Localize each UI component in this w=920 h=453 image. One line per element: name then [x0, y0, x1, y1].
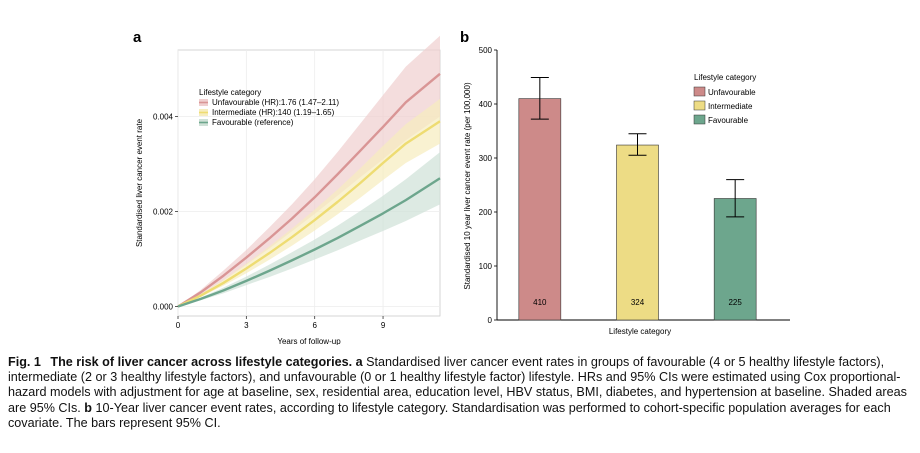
y-tick-label: 0.000 [153, 303, 174, 312]
line-series-2 [177, 177, 441, 308]
plot-a-legend: Lifestyle category Unfavourable (HR):1.7… [199, 88, 339, 127]
ci-band-series-1 [178, 98, 440, 307]
y-tick-label: 0 [488, 316, 493, 325]
x-tick-label: 6 [312, 321, 317, 330]
figure: a b 0 3 6 9 0.000 0.002 0.004 Years of follow-… [133, 29, 790, 345]
plot-a-legend-title: Lifestyle category [199, 88, 261, 97]
bar-unfavourable [518, 98, 562, 321]
caption-a-text: Standardised liver cancer event rates in… [8, 355, 907, 415]
legend-label-intermediate: Intermediate [708, 102, 753, 111]
legend-label-series-1: Intermediate (HR):140 (1.19–1.65) [212, 108, 335, 117]
legend-swatch-favourable [693, 114, 706, 125]
ci-band-series-0 [178, 35, 440, 307]
caption-fig-label: Fig. 1 [8, 355, 41, 369]
plot-a-lines [177, 72, 441, 308]
legend-swatch-unfavourable [693, 86, 706, 97]
y-tick-label: 200 [479, 208, 493, 217]
bar-favourable [713, 198, 757, 321]
line-series-0 [177, 72, 441, 308]
caption-a-label: a [355, 355, 363, 369]
plot-b-value-labels: 410 324 225 [533, 298, 742, 307]
plot-b-error-bars [530, 77, 745, 218]
y-tick-label: 100 [479, 262, 493, 271]
x-tick-label: 0 [176, 321, 181, 330]
y-tick-label: 400 [479, 100, 493, 109]
caption-b-label: b [84, 400, 92, 415]
y-tick-label: 0.004 [153, 113, 174, 122]
bar-value-label: 410 [533, 298, 547, 307]
line-series-1 [177, 120, 441, 308]
bar-value-label: 225 [728, 298, 742, 307]
panel-a-letter: a [133, 29, 142, 46]
legend-label-series-2: Favourable (reference) [212, 118, 294, 127]
legend-label-unfavourable: Unfavourable [708, 88, 756, 97]
plot-b-legend: Lifestyle category Unfavourable Intermedi… [693, 73, 756, 125]
legend-label-favourable: Favourable [708, 116, 749, 125]
legend-label-series-0: Unfavourable (HR):1.76 (1.47–2.11) [212, 98, 339, 107]
y-tick-label: 300 [479, 154, 493, 163]
figure-caption: Fig. 1 The risk of liver cancer across l… [8, 355, 914, 431]
plot-b-legend-title: Lifestyle category [694, 73, 756, 82]
caption-title: The risk of liver cancer across lifestyl… [50, 355, 353, 369]
caption-b-text: 10-Year liver cancer event rates, accord… [8, 400, 891, 430]
plot-a-x-axis-label: Years of follow-up [277, 337, 341, 345]
panel-a-line-chart: 0 3 6 9 0.000 0.002 0.004 Years of follow-up S… [135, 35, 441, 345]
legend-swatch-intermediate [693, 100, 706, 111]
plot-a-y-axis-label: Standardised liver cancer event rate [135, 118, 144, 247]
bar-intermediate [616, 144, 659, 321]
plot-a-ticks: 0 3 6 9 0.000 0.002 0.004 [153, 113, 386, 331]
plot-b-y-axis-label: Standardised 10 year liver cancer event … [463, 82, 472, 290]
plot-b-x-axis-label: Lifestyle category [609, 327, 671, 336]
x-tick-label: 3 [244, 321, 249, 330]
panel-b-bar-chart: 0 100 200 300 400 500 410 324 225 Lifestyle cat… [463, 46, 790, 336]
y-tick-label: 500 [479, 46, 493, 55]
y-tick-label: 0.002 [153, 208, 174, 217]
x-tick-label: 9 [381, 321, 386, 330]
bar-value-label: 324 [631, 298, 645, 307]
panel-b-letter: b [460, 29, 469, 46]
plot-b-bars [518, 98, 757, 321]
plot-a-ci-bands [178, 35, 440, 307]
